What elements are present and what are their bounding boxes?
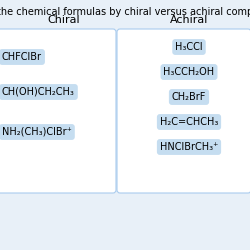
Text: HNClBrCH₃⁺: HNClBrCH₃⁺ xyxy=(160,142,218,152)
Text: H₃CCH₂OH: H₃CCH₂OH xyxy=(164,67,214,77)
FancyBboxPatch shape xyxy=(0,29,116,193)
Text: H₂C=CHCH₃: H₂C=CHCH₃ xyxy=(160,117,218,127)
FancyBboxPatch shape xyxy=(117,29,250,193)
Text: Achiral: Achiral xyxy=(170,15,208,25)
Text: CH₂BrF: CH₂BrF xyxy=(172,92,206,102)
Text: CHFClBr: CHFClBr xyxy=(2,52,42,62)
Text: NH₂(CH₃)ClBr⁺: NH₂(CH₃)ClBr⁺ xyxy=(2,127,72,137)
Text: Sort the chemical formulas by chiral versus achiral compounds.: Sort the chemical formulas by chiral ver… xyxy=(0,7,250,17)
Text: Chiral: Chiral xyxy=(48,15,80,25)
Text: H₃CCl: H₃CCl xyxy=(175,42,203,52)
Text: CH(OH)CH₂CH₃: CH(OH)CH₂CH₃ xyxy=(2,87,75,97)
